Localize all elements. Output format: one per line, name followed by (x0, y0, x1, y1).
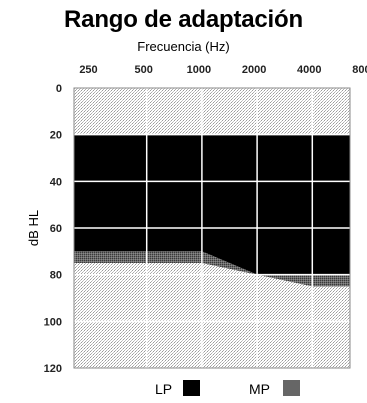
legend-swatch-lp (183, 380, 200, 396)
x-tick-label: 8000 (352, 64, 367, 76)
y-tick-label: 80 (50, 270, 62, 282)
y-tick-label: 40 (50, 176, 62, 188)
chart-title: Rango de adaptación (64, 6, 303, 33)
y-tick-label: 120 (44, 363, 62, 375)
x-tick-label: 2000 (242, 64, 266, 76)
y-tick-label: 60 (50, 223, 62, 235)
y-axis-label: dB HL (26, 210, 41, 246)
plot-frame (73, 87, 351, 369)
x-axis-label: Frecuencia (Hz) (137, 39, 230, 54)
y-tick-label: 20 (50, 130, 62, 142)
band-mp (74, 251, 350, 287)
y-tick-label: 0 (56, 83, 62, 95)
x-tick-label: 250 (79, 64, 97, 76)
x-tick-label: 1000 (187, 64, 211, 76)
band-lp (74, 134, 350, 275)
legend-swatch-mp (283, 380, 300, 396)
x-tick-label: 4000 (297, 64, 321, 76)
x-tick-label: 500 (135, 64, 153, 76)
legend-label-mp: MP (249, 381, 270, 397)
y-tick-label: 100 (44, 316, 62, 328)
legend-label-lp: LP (155, 381, 172, 397)
